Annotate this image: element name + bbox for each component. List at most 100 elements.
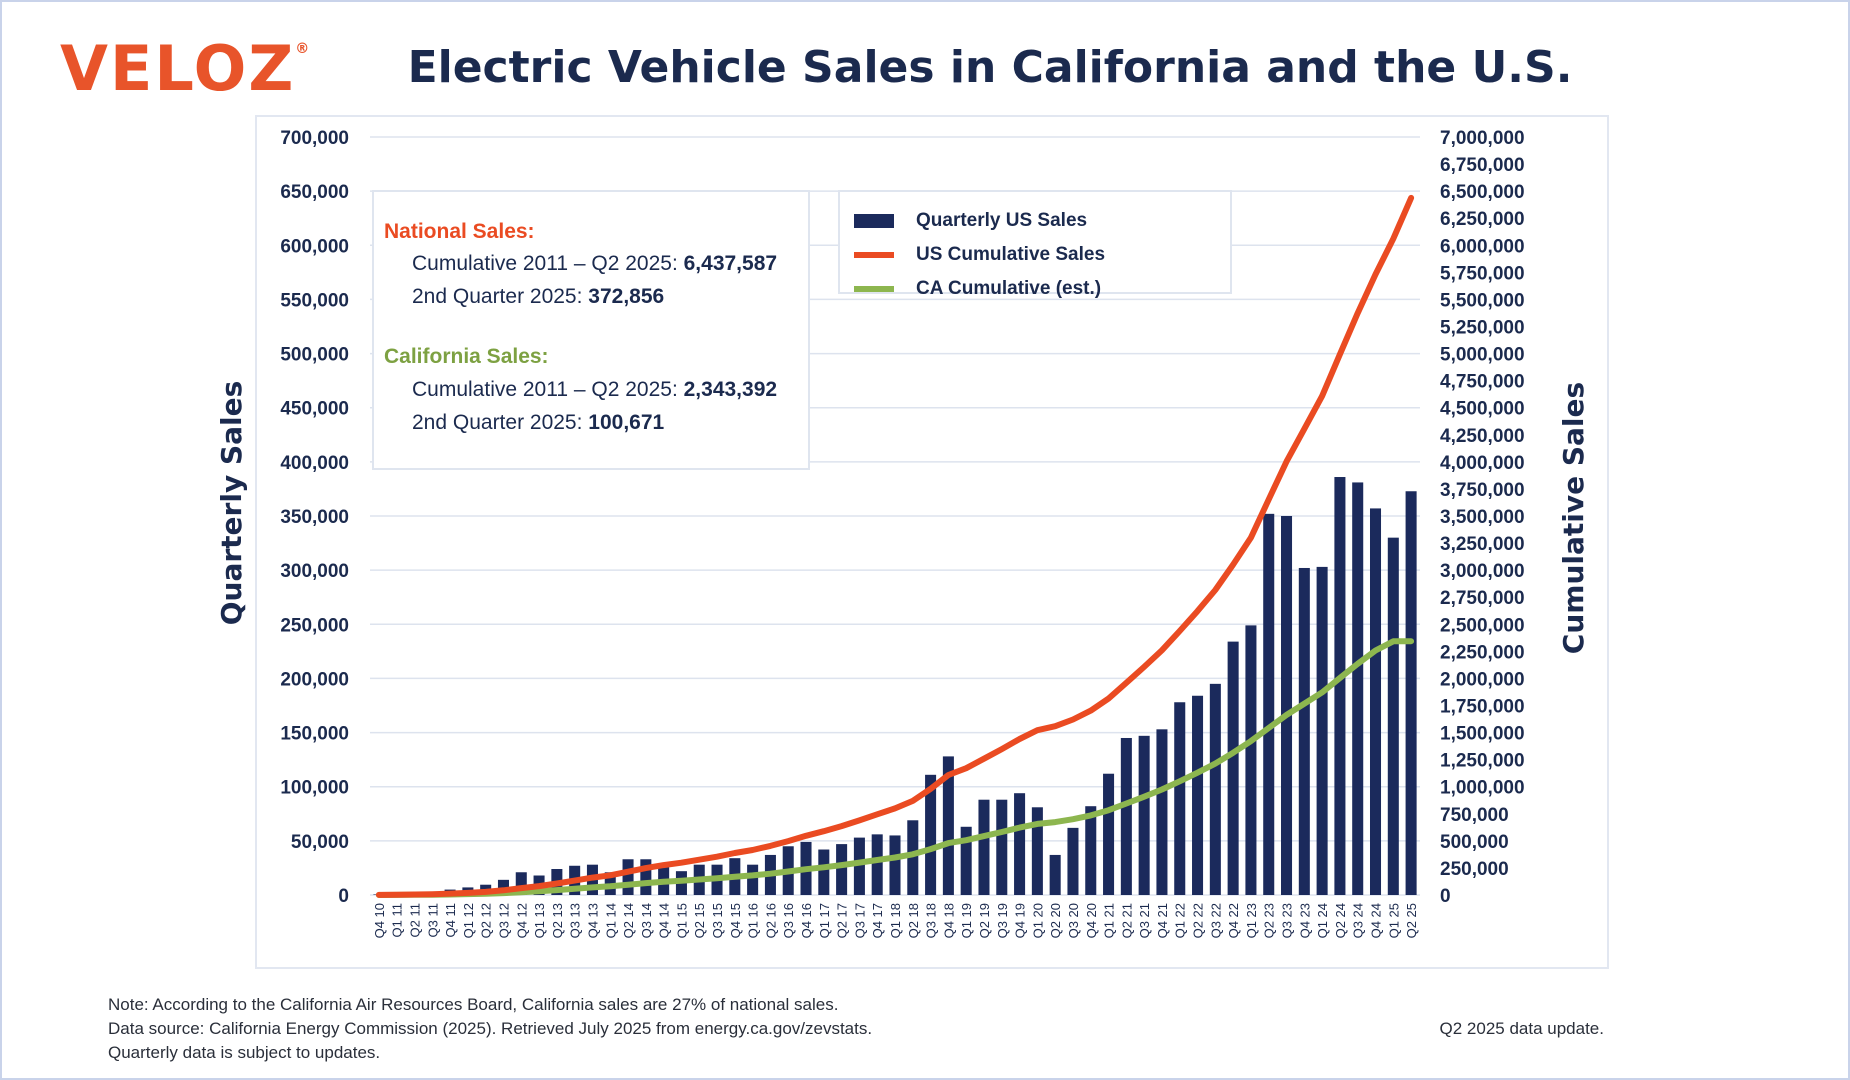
bar-quarterly-us bbox=[871, 834, 883, 895]
x-tick-label: Q4 17 bbox=[870, 903, 885, 938]
y-tick-label: 250,000 bbox=[280, 615, 349, 636]
national-sales-heading: National Sales: bbox=[384, 220, 535, 243]
bar-quarterly-us bbox=[1387, 537, 1399, 895]
x-tick-label: Q3 14 bbox=[639, 903, 654, 938]
y-tick-label: 650,000 bbox=[280, 182, 349, 203]
bar-quarterly-us bbox=[1227, 641, 1239, 895]
footnotes: Note: According to the California Air Re… bbox=[108, 993, 872, 1065]
y2-tick-label: 5,500,000 bbox=[1440, 290, 1525, 311]
x-tick-label: Q2 12 bbox=[479, 903, 494, 938]
x-tick-label: Q3 12 bbox=[497, 903, 512, 938]
bar-quarterly-us bbox=[1405, 491, 1417, 895]
bar-quarterly-us bbox=[1031, 807, 1043, 895]
x-tick-label: Q4 20 bbox=[1084, 903, 1099, 938]
y2-tick-label: 2,500,000 bbox=[1440, 615, 1525, 636]
x-tick-label: Q3 20 bbox=[1066, 903, 1081, 938]
y2-tick-label: 3,500,000 bbox=[1440, 507, 1525, 528]
veloz-logo: VELOZ® bbox=[60, 32, 312, 105]
bar-quarterly-us bbox=[622, 859, 634, 895]
y-tick-label: 0 bbox=[338, 886, 349, 907]
bar-quarterly-us bbox=[818, 849, 830, 895]
y2-tick-label: 1,500,000 bbox=[1440, 724, 1525, 745]
bar-quarterly-us bbox=[1245, 625, 1257, 895]
x-tick-label: Q4 15 bbox=[728, 903, 743, 938]
x-tick-label: Q4 21 bbox=[1155, 903, 1170, 938]
bar-quarterly-us bbox=[1263, 513, 1275, 895]
bar-quarterly-us bbox=[925, 774, 937, 895]
bar-quarterly-us bbox=[1369, 508, 1382, 895]
x-tick-label: Q1 21 bbox=[1102, 903, 1117, 938]
y2-tick-label: 7,000,000 bbox=[1440, 128, 1525, 149]
y2-tick-label: 2,000,000 bbox=[1440, 669, 1525, 690]
y-tick-label: 350,000 bbox=[280, 507, 349, 528]
line-us-cumulative bbox=[375, 194, 1415, 898]
bar-quarterly-us bbox=[515, 872, 527, 895]
y2-tick-label: 1,000,000 bbox=[1440, 778, 1525, 799]
bar-quarterly-us bbox=[1174, 702, 1186, 895]
x-tick-label: Q4 18 bbox=[941, 903, 956, 938]
legend-label: US Cumulative Sales bbox=[916, 244, 1106, 265]
footnote-line: Quarterly data is subject to updates. bbox=[108, 1043, 381, 1062]
y2-tick-label: 6,500,000 bbox=[1440, 182, 1525, 203]
y2-tick-label: 1,250,000 bbox=[1440, 751, 1525, 772]
x-tick-label: Q2 23 bbox=[1262, 903, 1277, 938]
x-tick-label: Q3 15 bbox=[710, 903, 725, 938]
x-tick-label: Q1 25 bbox=[1386, 903, 1401, 938]
y2-tick-label: 6,250,000 bbox=[1440, 209, 1525, 230]
bar-quarterly-us bbox=[1281, 516, 1293, 895]
y2-tick-label: 3,250,000 bbox=[1440, 534, 1525, 555]
bar-quarterly-us bbox=[1316, 566, 1328, 895]
bar-quarterly-us bbox=[747, 864, 759, 895]
x-tick-label: Q3 16 bbox=[781, 903, 796, 938]
summary-box: National Sales: Cumulative 2011 – Q2 202… bbox=[372, 190, 810, 470]
x-tick-label: Q2 21 bbox=[1119, 903, 1134, 938]
x-tick-label: Q3 21 bbox=[1137, 903, 1152, 938]
x-tick-label: Q3 17 bbox=[852, 903, 867, 938]
y2-tick-label: 4,750,000 bbox=[1440, 372, 1525, 393]
x-tick-label: Q1 24 bbox=[1315, 903, 1330, 938]
legend-label: Quarterly US Sales bbox=[916, 210, 1088, 231]
x-tick-label: Q4 13 bbox=[586, 903, 601, 938]
legend-swatch-line bbox=[854, 286, 894, 292]
footnote-line: Note: According to the California Air Re… bbox=[108, 995, 839, 1014]
bar-quarterly-us bbox=[978, 799, 990, 895]
x-tick-label: Q1 14 bbox=[603, 903, 618, 938]
bar-quarterly-us bbox=[907, 820, 919, 895]
legend-item-ca-cumulative: CA Cumulative (est.) bbox=[854, 276, 1102, 302]
x-tick-label: Q2 18 bbox=[906, 903, 921, 938]
legend-item-us-cumulative: US Cumulative Sales bbox=[854, 242, 1106, 268]
bar-quarterly-us bbox=[836, 844, 848, 895]
x-tick-label: Q4 23 bbox=[1297, 903, 1312, 938]
x-tick-label: Q2 15 bbox=[692, 903, 707, 938]
chart-legend: Quarterly US Sales US Cumulative Sales C… bbox=[838, 190, 1232, 299]
x-tick-label: Q3 18 bbox=[924, 903, 939, 938]
x-tick-label: Q1 20 bbox=[1030, 903, 1045, 938]
x-tick-label: Q1 19 bbox=[959, 903, 974, 938]
california-sales-heading: California Sales: bbox=[384, 345, 549, 368]
x-tick-label: Q1 12 bbox=[461, 903, 476, 938]
x-tick-label: Q2 14 bbox=[621, 903, 636, 938]
bar-quarterly-us bbox=[1352, 482, 1364, 895]
x-tick-label: Q3 24 bbox=[1351, 903, 1366, 938]
y-tick-label: 150,000 bbox=[280, 724, 349, 745]
footnote-line: Data source: California Energy Commissio… bbox=[108, 1019, 873, 1038]
y-tick-label: 400,000 bbox=[280, 453, 349, 474]
x-tick-label: Q3 22 bbox=[1208, 903, 1223, 938]
x-tick-label: Q4 22 bbox=[1226, 903, 1241, 938]
x-tick-label: Q2 25 bbox=[1404, 903, 1419, 938]
y-tick-label: 100,000 bbox=[280, 778, 349, 799]
y2-tick-label: 5,250,000 bbox=[1440, 318, 1525, 339]
bar-quarterly-us bbox=[1067, 827, 1079, 895]
x-tick-label: Q4 19 bbox=[1013, 903, 1028, 938]
y2-tick-label: 750,000 bbox=[1440, 805, 1509, 826]
x-tick-label: Q4 14 bbox=[657, 903, 672, 938]
y2-tick-label: 2,750,000 bbox=[1440, 588, 1525, 609]
line-ca-cumulative bbox=[375, 638, 1415, 898]
chart-title: Electric Vehicle Sales in California and… bbox=[407, 42, 1573, 93]
y2-tick-label: 250,000 bbox=[1440, 859, 1509, 880]
national-quarter-line: 2nd Quarter 2025: 372,856 bbox=[412, 285, 665, 308]
legend-label: CA Cumulative (est.) bbox=[916, 278, 1102, 299]
y-tick-label: 600,000 bbox=[280, 236, 349, 257]
bar-quarterly-us bbox=[889, 835, 901, 895]
y2-tick-label: 4,500,000 bbox=[1440, 399, 1525, 420]
